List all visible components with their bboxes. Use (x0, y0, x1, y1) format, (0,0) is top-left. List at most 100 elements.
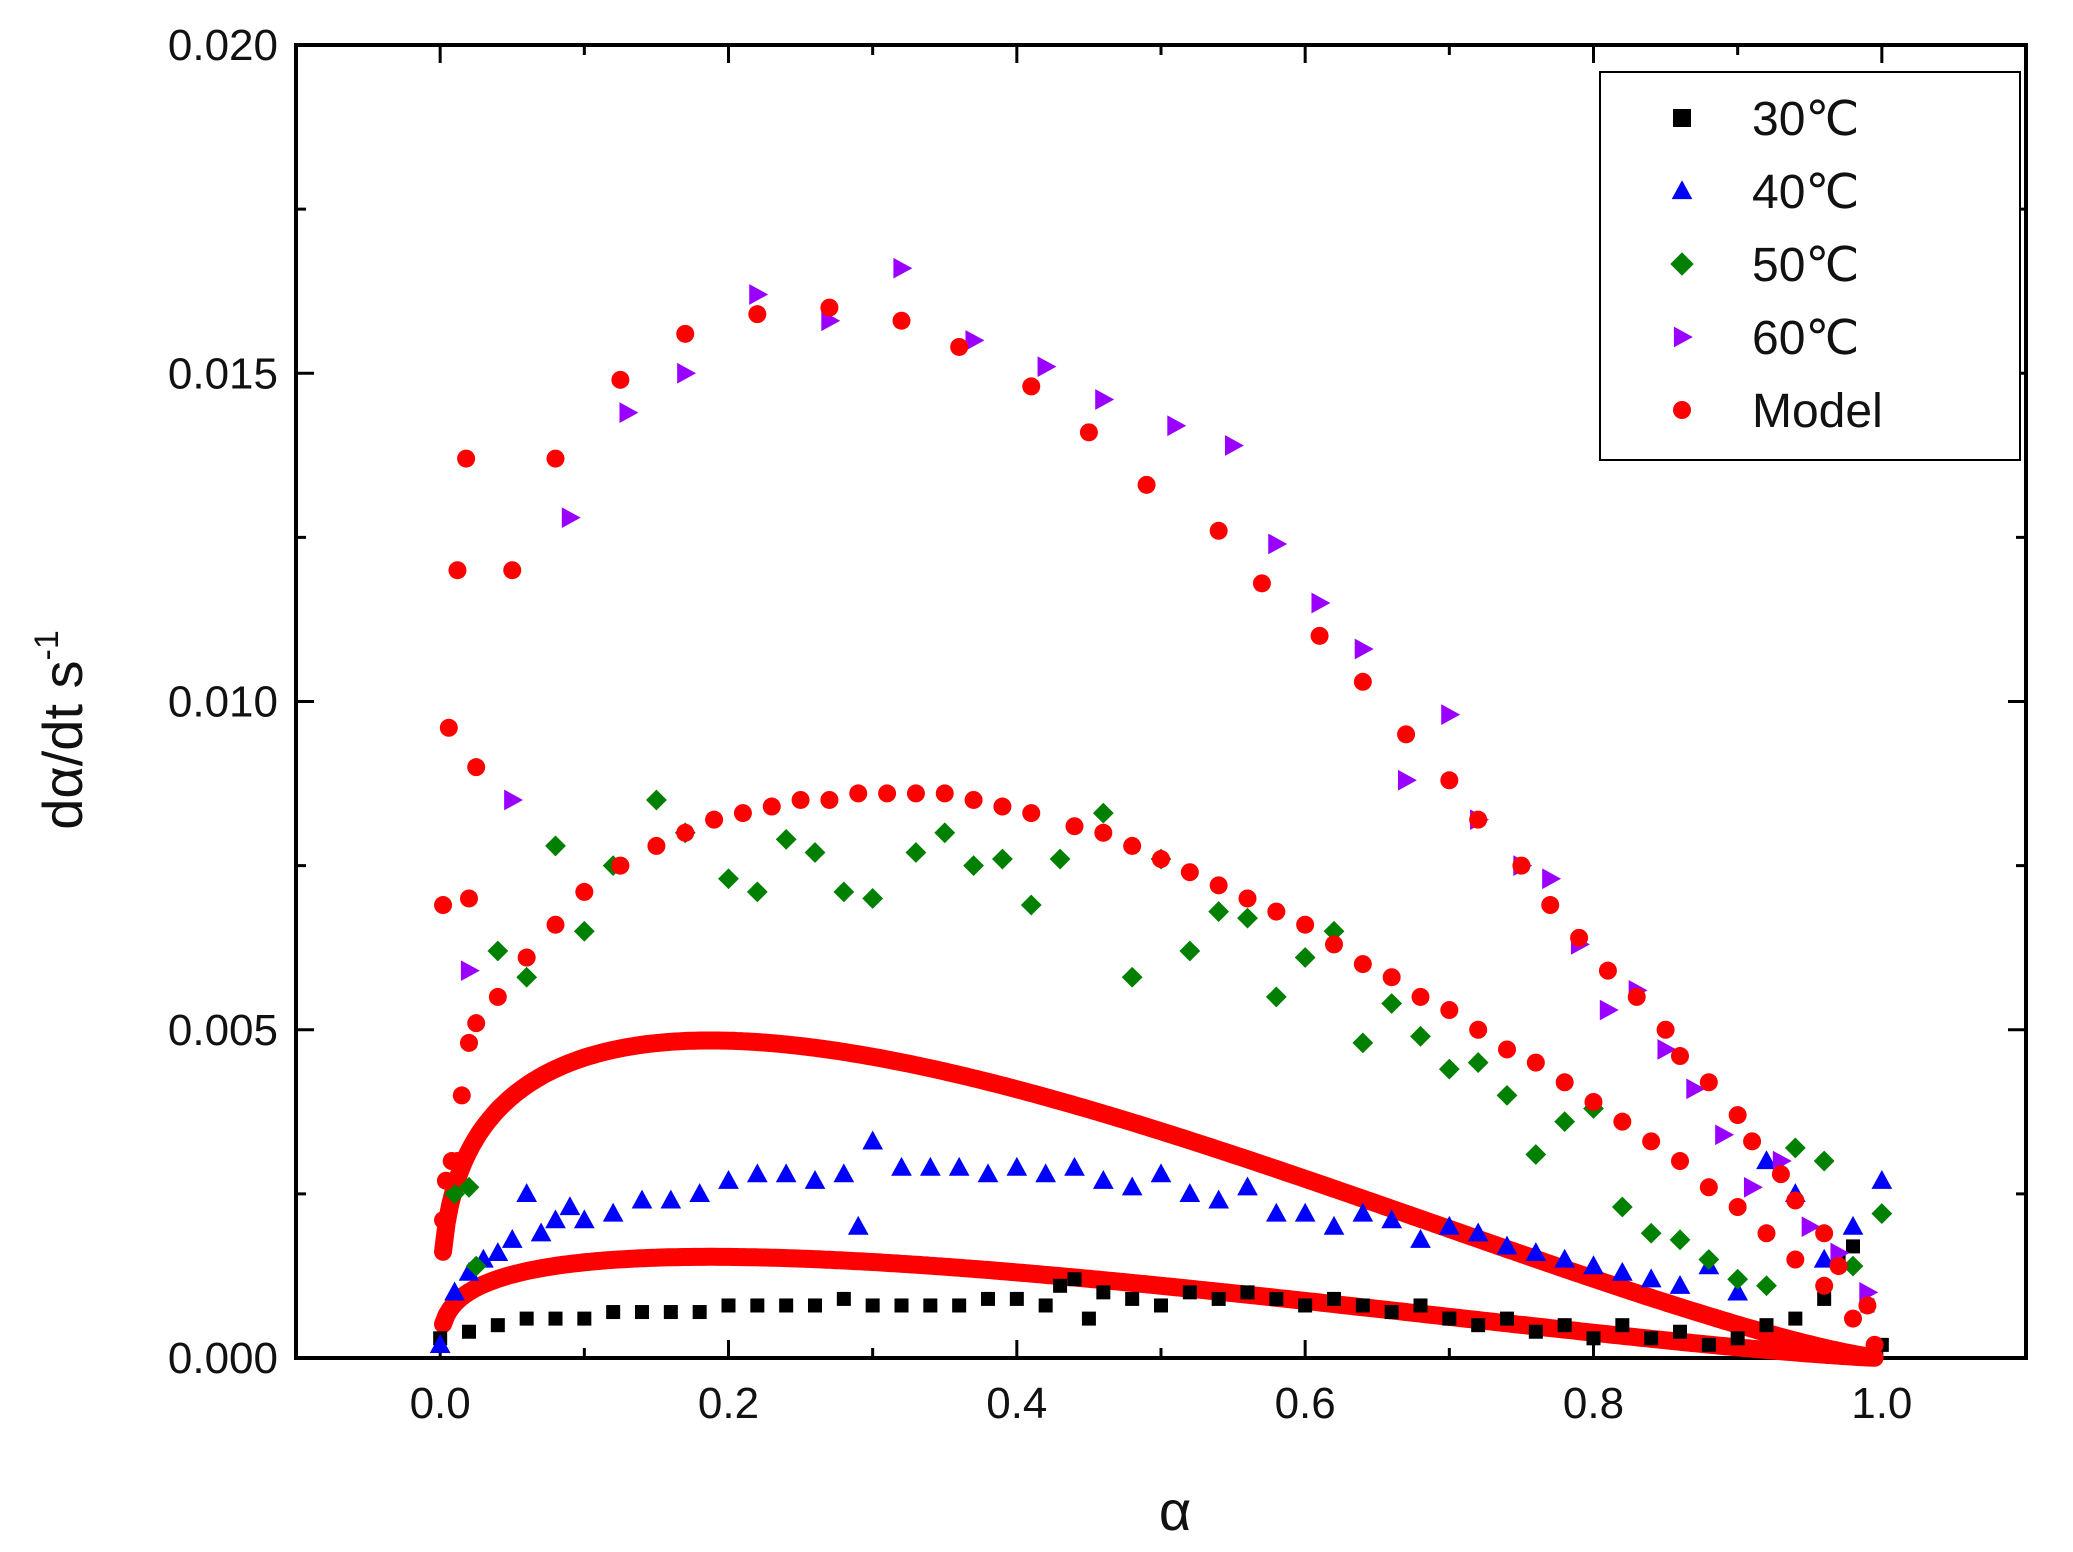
point-triangle-up-1 (1121, 1176, 1143, 1196)
legend-box (1599, 71, 2021, 461)
point-circle-4 (1728, 1198, 1747, 1217)
point-circle-4 (1310, 626, 1329, 645)
point-square-0 (836, 1291, 851, 1306)
point-circle-4 (1325, 935, 1343, 954)
point-circle-4 (1526, 1053, 1545, 1072)
point-circle-4 (1555, 1073, 1574, 1092)
point-circle-4 (1771, 1165, 1790, 1184)
point-triangle-right-3 (1599, 999, 1619, 1021)
point-diamond-2 (545, 835, 566, 857)
point-circle-4 (1469, 1020, 1488, 1039)
point-square-0 (548, 1311, 563, 1326)
point-square-0 (1701, 1337, 1716, 1352)
point-circle-4 (1498, 1040, 1516, 1059)
point-square-0 (1644, 1331, 1659, 1346)
point-circle-4 (1815, 1224, 1834, 1243)
legend-label-0: 30℃ (1752, 93, 1859, 146)
point-circle-4 (1123, 836, 1142, 855)
y-tick-label: 0.005 (168, 1006, 278, 1055)
point-circle-4 (1353, 672, 1372, 691)
point-circle-4 (452, 1086, 471, 1105)
point-triangle-up-1 (1842, 1215, 1864, 1235)
point-circle-4 (488, 987, 507, 1006)
point-circle-4 (1209, 876, 1228, 895)
legend-label-3: 60℃ (1752, 312, 1859, 365)
legend-marker-3 (1673, 326, 1693, 348)
x-tick-label: 1.0 (1851, 1379, 1912, 1428)
point-diamond-2 (1237, 907, 1258, 929)
point-circle-4 (1671, 1047, 1689, 1066)
point-triangle-right-3 (1801, 1216, 1821, 1238)
point-triangle-right-3 (1167, 415, 1187, 437)
point-square-0 (490, 1318, 505, 1333)
point-circle-4 (1743, 1132, 1762, 1151)
point-triangle-up-1 (1179, 1183, 1201, 1202)
point-triangle-up-1 (1611, 1261, 1633, 1281)
point-square-0 (1384, 1305, 1399, 1320)
point-square-0 (1730, 1331, 1745, 1346)
point-triangle-up-1 (1092, 1169, 1114, 1189)
point-square-0 (1615, 1318, 1630, 1333)
point-square-0 (779, 1298, 794, 1313)
point-triangle-up-1 (530, 1222, 552, 1242)
point-triangle-up-1 (458, 1261, 480, 1281)
point-triangle-up-1 (573, 1209, 595, 1229)
point-circle-4 (1613, 1112, 1632, 1131)
point-diamond-2 (516, 966, 538, 988)
point-diamond-2 (1611, 1196, 1633, 1218)
point-circle-4 (1699, 1178, 1718, 1197)
point-triangle-right-3 (893, 257, 913, 279)
point-triangle-up-1 (804, 1169, 826, 1189)
point-diamond-2 (804, 842, 826, 863)
point-triangle-up-1 (1265, 1202, 1287, 1222)
point-circle-4 (1065, 817, 1084, 836)
point-triangle-right-3 (1743, 1176, 1763, 1198)
point-triangle-up-1 (1381, 1209, 1403, 1229)
point-circle-4 (647, 836, 666, 855)
point-circle-4 (748, 305, 767, 324)
y-tick-label: 0.015 (168, 349, 278, 398)
point-circle-4 (733, 804, 752, 823)
point-circle-4 (705, 810, 724, 829)
point-circle-4 (1267, 902, 1286, 921)
point-circle-4 (878, 784, 897, 803)
point-triangle-up-1 (1150, 1163, 1172, 1183)
point-diamond-2 (1640, 1222, 1662, 1244)
point-diamond-2 (1669, 1229, 1691, 1251)
point-triangle-up-1 (746, 1163, 768, 1183)
point-circle-4 (820, 790, 839, 809)
point-triangle-up-1 (775, 1163, 797, 1183)
legend-label-1: 40℃ (1752, 166, 1859, 219)
point-circle-4 (676, 823, 695, 842)
point-circle-4 (1627, 987, 1646, 1006)
point-square-0 (1096, 1285, 1111, 1300)
y-axis-title-main: dα/dt s (31, 660, 94, 829)
point-diamond-2 (992, 848, 1013, 870)
point-diamond-2 (1410, 1025, 1431, 1047)
point-triangle-right-3 (965, 330, 985, 351)
point-square-0 (1298, 1298, 1313, 1313)
point-triangle-up-1 (487, 1242, 509, 1262)
point-circle-4 (1858, 1296, 1877, 1315)
point-circle-4 (1699, 1073, 1718, 1092)
point-triangle-right-3 (677, 362, 697, 384)
point-square-0 (1009, 1291, 1024, 1306)
point-triangle-right-3 (1686, 1078, 1706, 1100)
legend-marker-2 (1670, 252, 1694, 276)
point-square-0 (1586, 1331, 1601, 1346)
point-square-0 (1355, 1298, 1370, 1313)
point-triangle-up-1 (1525, 1242, 1547, 1262)
legend: 30℃ 40℃ 50℃ 60℃ Model (1599, 71, 2021, 461)
point-diamond-2 (1020, 894, 1042, 916)
point-circle-4 (1382, 968, 1401, 987)
point-circle-4 (1079, 423, 1098, 442)
point-circle-4 (1757, 1224, 1776, 1243)
point-triangle-up-1 (1554, 1248, 1576, 1268)
point-square-0 (1154, 1298, 1168, 1313)
point-diamond-2 (905, 842, 927, 863)
point-triangle-up-1 (1323, 1215, 1345, 1235)
point-square-0 (1125, 1291, 1140, 1306)
point-triangle-up-1 (429, 1334, 451, 1353)
point-triangle-up-1 (1669, 1274, 1691, 1294)
point-square-0 (952, 1298, 967, 1313)
